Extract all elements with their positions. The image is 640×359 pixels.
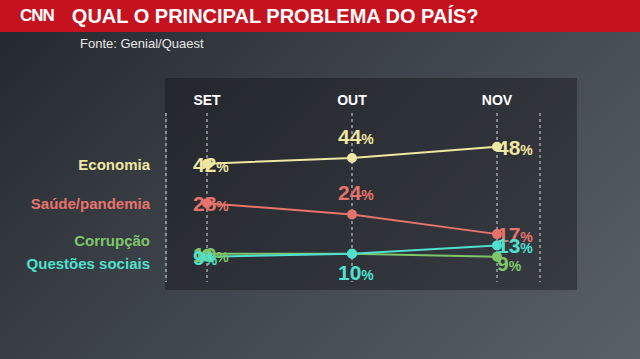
- svg-text:44%: 44%: [338, 125, 374, 148]
- svg-text:13%: 13%: [497, 234, 533, 257]
- svg-text:SET: SET: [193, 92, 221, 108]
- svg-text:Questões sociais: Questões sociais: [27, 255, 150, 272]
- svg-text:NOV: NOV: [482, 92, 513, 108]
- svg-text:Economia: Economia: [78, 156, 150, 173]
- svg-text:42%: 42%: [193, 153, 229, 176]
- svg-text:OUT: OUT: [337, 92, 367, 108]
- svg-text:10%: 10%: [338, 261, 374, 284]
- svg-text:Corrupção: Corrupção: [74, 232, 150, 249]
- svg-text:9%: 9%: [193, 246, 218, 269]
- svg-text:48%: 48%: [497, 136, 533, 159]
- svg-text:Saúde/pandemia: Saúde/pandemia: [31, 195, 151, 212]
- svg-text:24%: 24%: [338, 181, 374, 204]
- svg-text:28%: 28%: [193, 192, 229, 215]
